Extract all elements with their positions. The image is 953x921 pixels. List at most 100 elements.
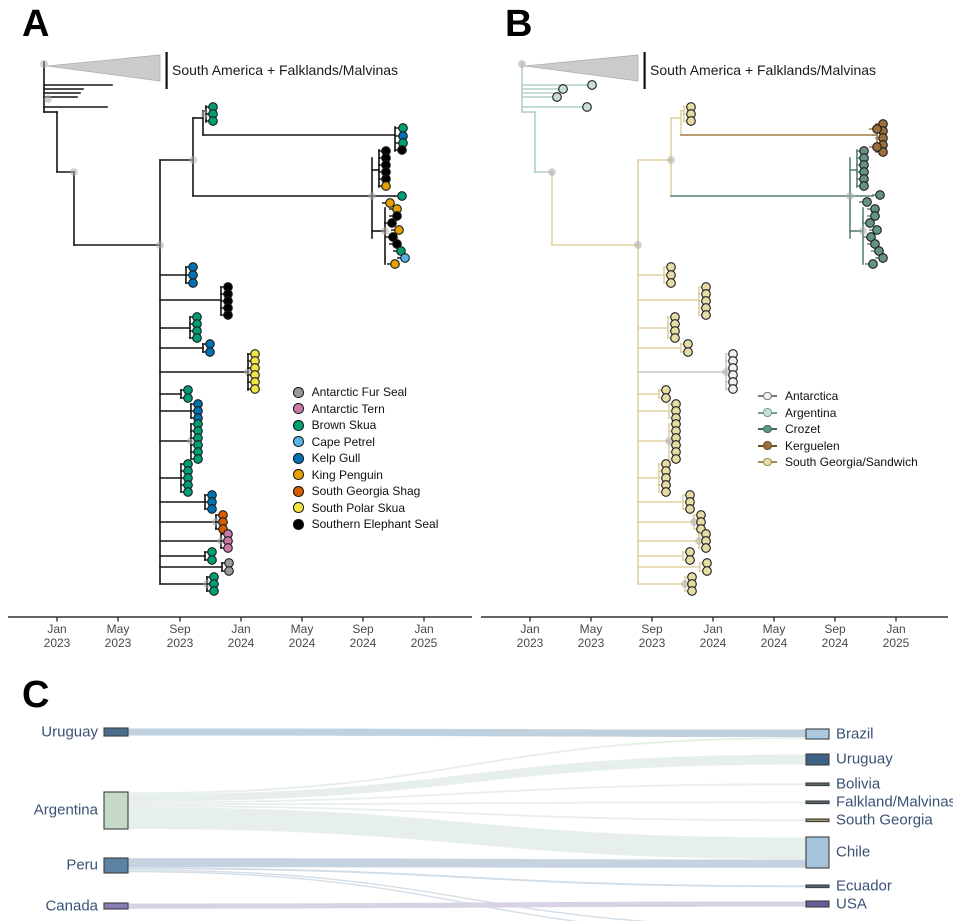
- internal-node-dot: [667, 156, 675, 164]
- polarskua-legend-dot: [293, 502, 304, 514]
- legend-item-label: Southern Elephant Seal: [311, 517, 439, 532]
- tree-tip: [207, 504, 217, 514]
- sankey-flow: [128, 754, 806, 802]
- sankey-source-label: Canada: [45, 897, 98, 915]
- tree-tip: [209, 586, 219, 596]
- sankey-target-label: South Georgia: [836, 811, 933, 829]
- tree-tip: [868, 259, 878, 269]
- legend-item: Antarctica: [758, 388, 918, 405]
- tree-tip: [670, 333, 680, 343]
- tree-tip: [859, 181, 869, 191]
- legend-item-label: South Polar Skua: [311, 500, 405, 515]
- tree-tip: [205, 339, 215, 349]
- tree-tip: [205, 347, 215, 357]
- sankey-flow: [128, 858, 806, 868]
- legend-item: Southern Elephant Seal: [293, 516, 438, 533]
- sankey-target-label: Ecuador: [836, 877, 892, 895]
- sankey-node: [805, 782, 830, 787]
- crozet-legend-marker: [758, 423, 777, 435]
- collapsed-clade-triangle: [46, 54, 161, 82]
- legend-host-species: Antarctic Fur Seal Antarctic Tern Brown Sk…: [293, 384, 438, 533]
- gull-legend-dot: [293, 452, 304, 464]
- legend-item: Antarctic Tern: [293, 401, 438, 418]
- sankey-target-label: Falkland/Malvinas: [836, 793, 953, 811]
- clade-label-bar: [165, 52, 168, 89]
- tree-tip: [865, 218, 875, 228]
- sankey-node: [805, 884, 830, 889]
- tree-tip: [587, 80, 597, 90]
- tree-tip: [702, 566, 712, 576]
- legend-item: Cape Petrel: [293, 434, 438, 451]
- tree-tip: [552, 92, 562, 102]
- tree-tip: [685, 555, 695, 565]
- tree-tip: [862, 197, 872, 207]
- sankey-node: [103, 857, 129, 874]
- internal-node-dot: [189, 156, 197, 164]
- legend-item-label: Brown Skua: [311, 418, 377, 433]
- internal-node-dot: [244, 368, 252, 376]
- axis-tick-label: May 2023: [577, 622, 605, 650]
- brownskua-legend-dot: [293, 419, 304, 431]
- tree-tip: [687, 586, 697, 596]
- tree-tip: [872, 225, 882, 235]
- tree-tip: [385, 198, 395, 208]
- sankey-node: [103, 791, 129, 830]
- tree-tip: [188, 270, 198, 280]
- tree-tip: [392, 211, 402, 221]
- legend-item: Crozet: [758, 421, 918, 438]
- sankey-node: [805, 728, 830, 740]
- legend-item: South Polar Skua: [293, 500, 438, 517]
- tree-tip: [728, 384, 738, 394]
- legend-item: South Georgia Shag: [293, 483, 438, 500]
- tree-tip: [685, 504, 695, 514]
- internal-node-dot: [368, 192, 376, 200]
- tree-tip: [183, 393, 193, 403]
- sankey-node: [805, 800, 830, 805]
- tree-tip: [390, 259, 400, 269]
- sankey-node: [805, 818, 830, 823]
- tree-tip: [207, 555, 217, 565]
- tree-tip: [685, 547, 695, 557]
- shag-legend-dot: [293, 485, 304, 497]
- axis-tick-label: Jan 2025: [882, 622, 910, 650]
- legend-item: King Penguin: [293, 467, 438, 484]
- axis-tick-label: Sep 2023: [166, 622, 194, 650]
- internal-node-dot: [634, 241, 642, 249]
- sankey-flow: [128, 807, 806, 859]
- axis-tick-label: Jan 2023: [43, 622, 71, 650]
- legend-item-label: South Georgia/Sandwich: [785, 455, 918, 470]
- tree-tip: [183, 385, 193, 395]
- axis-tick-label: Jan 2025: [410, 622, 438, 650]
- tree-tip: [701, 310, 711, 320]
- tree-tip: [666, 278, 676, 288]
- tree-tip: [683, 339, 693, 349]
- legend-item: Argentina: [758, 405, 918, 422]
- legend-item-label: King Penguin: [311, 467, 383, 482]
- tree-tip: [192, 333, 202, 343]
- sankey-source-label: Uruguay: [41, 723, 98, 741]
- tree-tip: [878, 253, 888, 263]
- legend-item: South Georgia/Sandwich: [758, 454, 918, 471]
- sankey-source-label: Peru: [66, 856, 98, 874]
- legend-item: Antarctic Fur Seal: [293, 384, 438, 401]
- internal-node-dot: [722, 368, 730, 376]
- legend-item: Brown Skua: [293, 417, 438, 434]
- axis-tick-label: Sep 2024: [349, 622, 377, 650]
- petrel-legend-dot: [293, 436, 304, 448]
- sankey-node: [805, 753, 830, 766]
- sankey-node: [805, 900, 830, 908]
- legend-item-label: South Georgia Shag: [311, 484, 421, 499]
- axis-tick-label: Sep 2024: [821, 622, 849, 650]
- legend-locations: Antarctica Argentina Crozet Kerguelen South …: [758, 388, 918, 471]
- tree-tip: [661, 393, 671, 403]
- kerguelen-legend-marker: [758, 440, 777, 452]
- tree-tip: [701, 543, 711, 553]
- legend-item-label: Cape Petrel: [311, 434, 375, 449]
- tree-tip: [188, 262, 198, 272]
- sgs-legend-marker: [758, 456, 777, 468]
- tree-tip: [702, 558, 712, 568]
- tree-tip: [397, 145, 407, 155]
- tree-tip: [686, 116, 696, 126]
- internal-node-dot: [40, 60, 48, 68]
